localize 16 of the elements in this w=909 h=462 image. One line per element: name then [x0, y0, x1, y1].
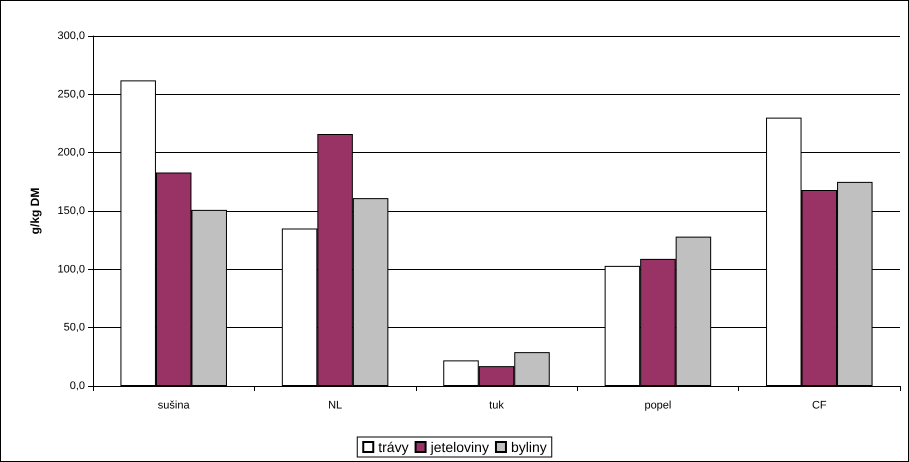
y-tick-label: 50,0	[64, 322, 85, 334]
legend-label: trávy	[378, 439, 409, 455]
x-tick-label: CF	[812, 400, 827, 412]
x-tick-label: tuk	[489, 400, 504, 412]
x-tick-label: sušina	[158, 400, 190, 412]
y-tick-label: 0,0	[70, 380, 85, 392]
x-tick-label: NL	[328, 400, 342, 412]
x-tick-label: popel	[644, 400, 672, 412]
y-tick-label: 150,0	[57, 205, 85, 217]
legend-label: byliny	[510, 439, 547, 455]
y-tick-label: 100,0	[57, 263, 85, 276]
y-tick-label: 250,0	[57, 88, 85, 100]
y-axis-title: g/kg DM	[28, 188, 42, 234]
y-tick-label: 200,0	[57, 146, 85, 159]
legend-label: jeteloviny	[430, 439, 489, 455]
y-tick-label: 300,0	[57, 30, 85, 42]
